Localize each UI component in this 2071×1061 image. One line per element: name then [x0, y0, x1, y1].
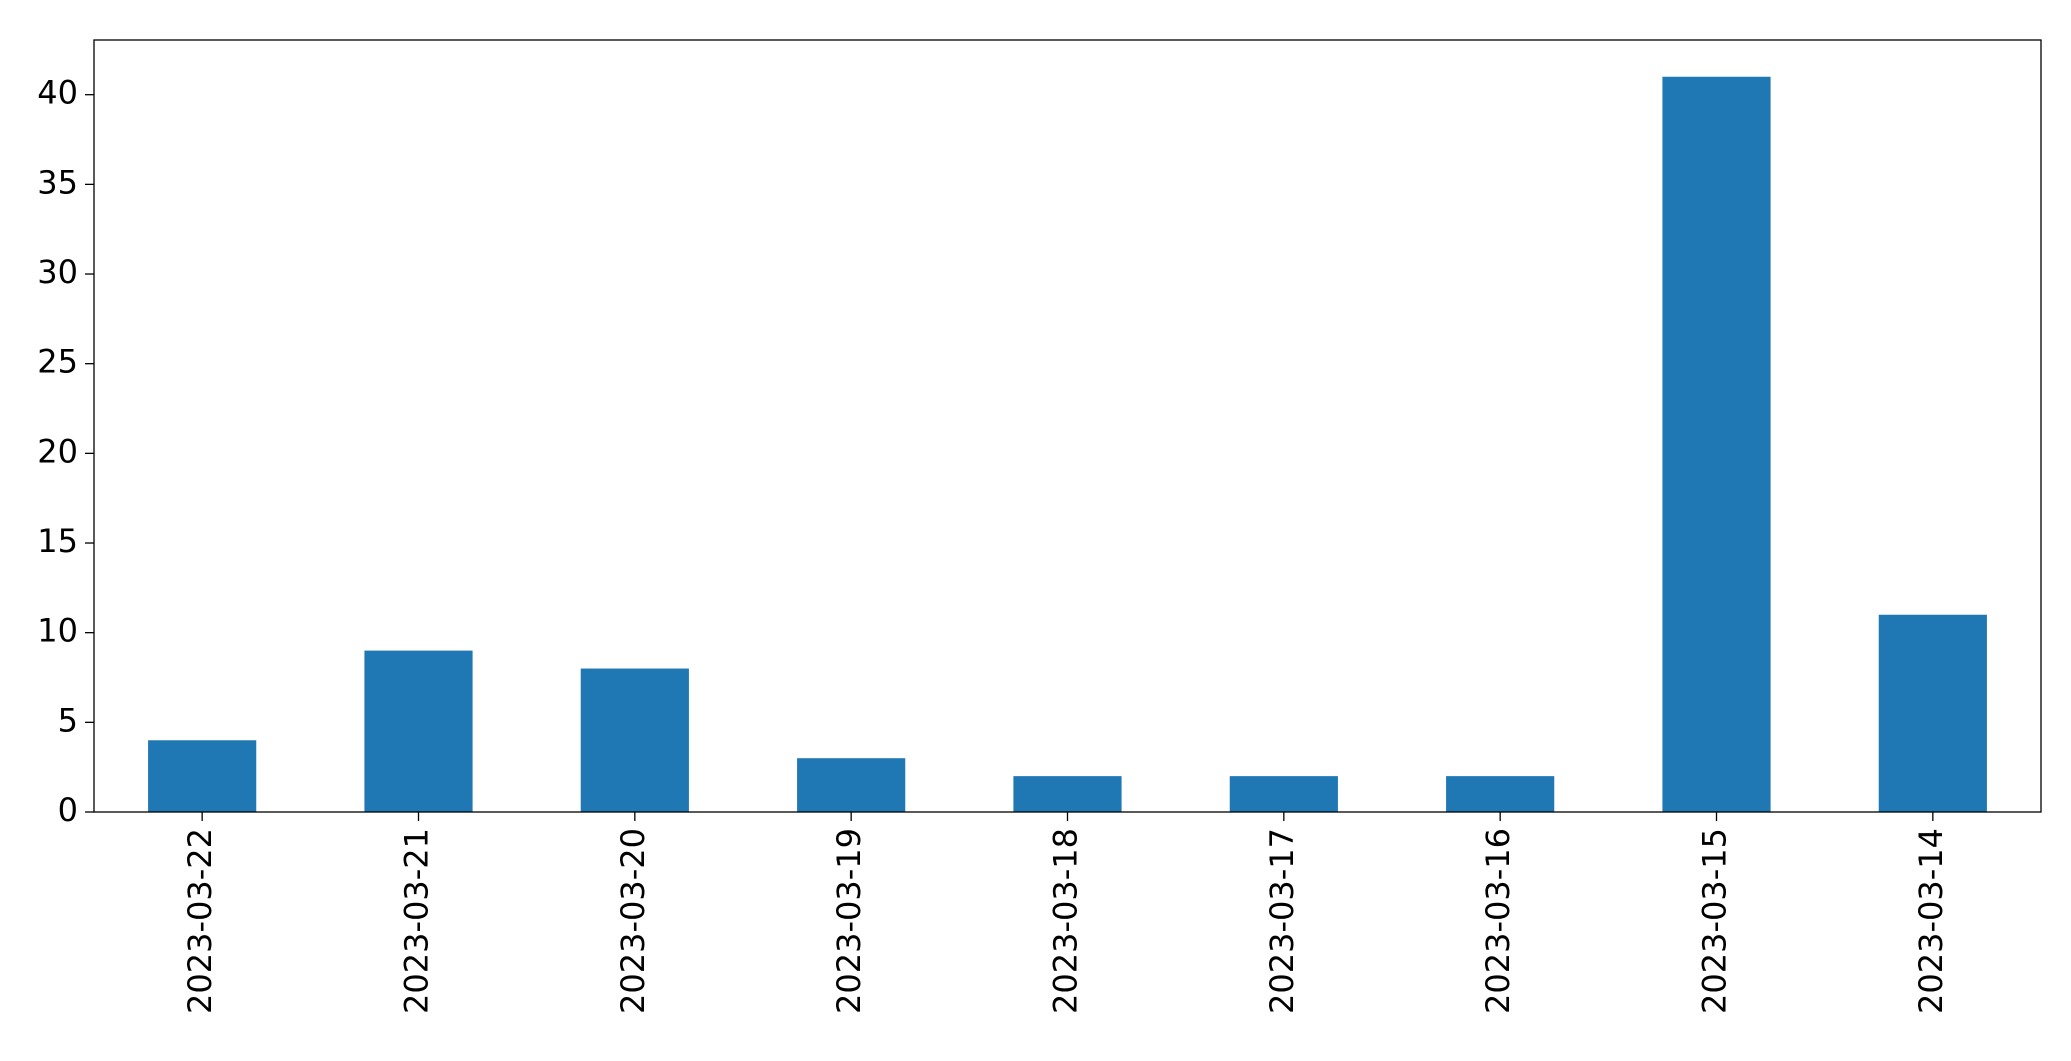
- y-tick-label: 5: [58, 701, 78, 739]
- y-tick-label: 30: [37, 253, 78, 291]
- y-tick-label: 25: [37, 343, 78, 381]
- bar: [148, 740, 257, 812]
- bar: [797, 758, 906, 812]
- bar: [364, 650, 473, 812]
- x-tick-label: 2023-03-15: [1696, 828, 1734, 1014]
- bar: [1878, 614, 1987, 812]
- y-tick-label: 10: [37, 612, 78, 650]
- bar: [1013, 776, 1122, 812]
- y-tick-label: 35: [37, 163, 78, 201]
- y-tick-label: 40: [37, 74, 78, 112]
- x-tick-label: 2023-03-19: [830, 828, 868, 1014]
- x-tick-label: 2023-03-22: [181, 828, 219, 1014]
- bar: [580, 668, 689, 812]
- plot-frame: [93, 39, 2042, 813]
- y-tick-label: 15: [37, 522, 78, 560]
- x-tick-label: 2023-03-20: [614, 828, 652, 1014]
- x-tick-label: 2023-03-21: [398, 828, 436, 1014]
- x-tick-label: 2023-03-14: [1912, 828, 1950, 1014]
- x-tick-label: 2023-03-18: [1047, 828, 1085, 1014]
- bar: [1229, 776, 1338, 812]
- x-tick-label: 2023-03-16: [1479, 828, 1517, 1014]
- x-tick-label: 2023-03-17: [1263, 828, 1301, 1014]
- y-tick-label: 0: [58, 791, 78, 829]
- bar: [1446, 776, 1555, 812]
- y-tick-label: 20: [37, 432, 78, 470]
- bar: [1662, 76, 1771, 812]
